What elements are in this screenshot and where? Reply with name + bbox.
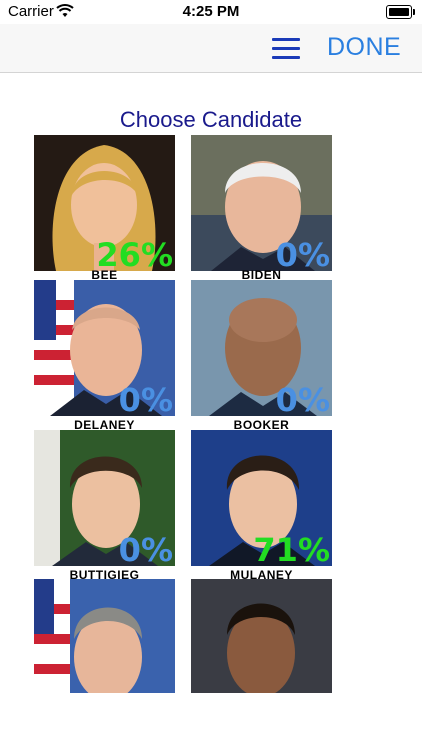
status-time: 4:25 PM	[182, 3, 240, 20]
candidate-photo-8	[191, 579, 332, 715]
candidate-name-mulaney: MULANEY	[230, 568, 293, 582]
candidate-name-bee: BEE	[91, 268, 118, 282]
candidate-card-biden[interactable]: 0%	[191, 135, 332, 271]
candidate-photo-bee	[34, 135, 175, 271]
carrier-label: Carrier	[8, 3, 54, 20]
candidate-percent-bee: 26%	[96, 236, 173, 271]
candidate-card-7[interactable]: 3%	[34, 579, 175, 715]
done-button[interactable]: DONE	[327, 33, 402, 61]
candidate-percent-biden: 0%	[275, 236, 330, 271]
candidate-card-8[interactable]: 0%	[191, 579, 332, 715]
candidate-name-buttigieg: BUTTIGIEG	[69, 568, 140, 582]
candidate-photo-mulaney	[191, 430, 332, 566]
navigation-bar: DONE	[0, 24, 422, 73]
page-title: Choose Candidate	[119, 107, 303, 132]
battery-icon	[386, 5, 415, 19]
wifi-icon	[56, 4, 74, 17]
candidate-photo-delaney	[34, 280, 175, 416]
bottom-safe-area	[0, 693, 422, 750]
candidate-percent-booker: 0%	[275, 381, 330, 416]
candidate-percent-buttigieg: 0%	[118, 531, 173, 566]
candidate-percent-mulaney: 71%	[253, 531, 330, 566]
candidate-card-mulaney[interactable]: 71%	[191, 430, 332, 566]
candidate-photo-booker	[191, 280, 332, 416]
candidate-percent-delaney: 0%	[118, 381, 173, 416]
candidate-photo-buttigieg	[34, 430, 175, 566]
candidate-photo-7	[34, 579, 175, 715]
candidate-name-booker: BOOKER	[233, 418, 290, 432]
hamburger-menu-icon[interactable]	[272, 38, 300, 60]
candidate-photo-biden	[191, 135, 332, 271]
candidate-name-biden: BIDEN	[241, 268, 282, 282]
status-bar: Carrier 4:25 PM	[0, 0, 422, 24]
candidate-card-bee[interactable]: 26%	[34, 135, 175, 271]
candidate-card-buttigieg[interactable]: 0%	[34, 430, 175, 566]
candidate-name-delaney: DELANEY	[74, 418, 135, 432]
candidate-card-delaney[interactable]: 0%	[34, 280, 175, 416]
candidate-card-booker[interactable]: 0%	[191, 280, 332, 416]
